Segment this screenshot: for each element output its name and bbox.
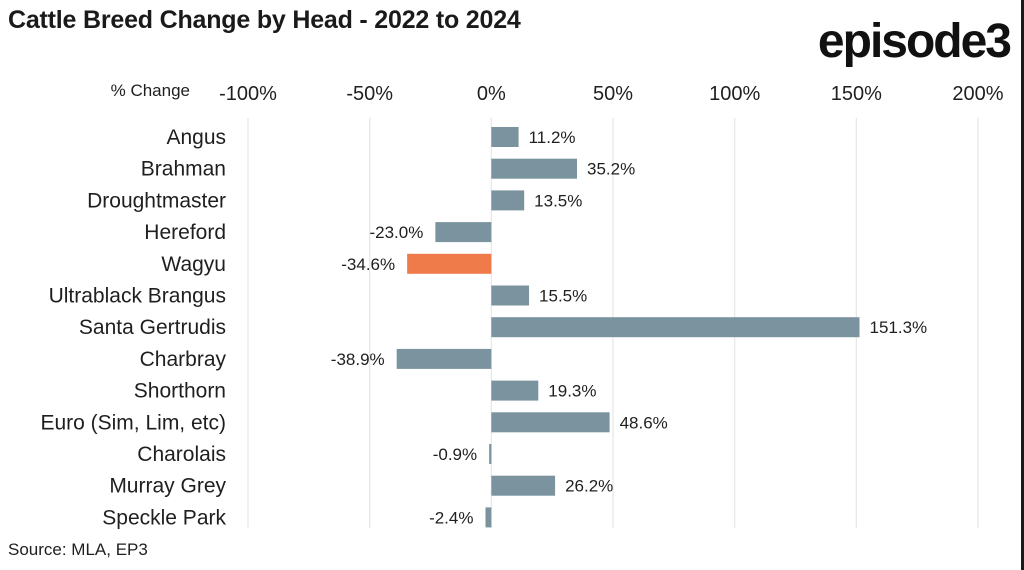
bar: [491, 285, 530, 306]
x-axis-title: % Change: [111, 81, 190, 100]
bar: [491, 190, 525, 211]
x-tick-label: 50%: [593, 83, 633, 105]
bar: [491, 158, 577, 179]
data-label: 15.5%: [539, 287, 587, 306]
category-label: Ultrablack Brangus: [49, 285, 226, 308]
bar: [491, 412, 610, 433]
source-note: Source: MLA, EP3: [8, 540, 148, 559]
data-label: 19.3%: [548, 382, 596, 401]
category-label: Charbray: [140, 348, 227, 371]
bar: [489, 444, 492, 464]
data-label: 48.6%: [620, 413, 668, 432]
brand-logo: episode3: [817, 15, 1012, 68]
data-label: 26.2%: [565, 477, 613, 496]
bar: [485, 507, 492, 528]
category-label: Euro (Sim, Lim, etc): [40, 411, 226, 434]
bar: [396, 348, 492, 369]
bar: [491, 127, 519, 147]
bar: [491, 317, 860, 338]
category-label: Hereford: [144, 221, 226, 244]
x-tick-label: 150%: [831, 83, 882, 105]
x-tick-label: -50%: [346, 83, 393, 105]
bar: [491, 475, 556, 496]
x-tick-label: 0%: [477, 83, 506, 105]
data-label: -0.9%: [433, 445, 477, 464]
category-label: Droughtmaster: [87, 189, 226, 212]
bar: [407, 253, 492, 274]
data-label: -38.9%: [331, 350, 385, 369]
category-label: Shorthorn: [134, 380, 226, 403]
data-label: -34.6%: [341, 255, 395, 274]
data-label: 13.5%: [534, 191, 582, 210]
category-label: Santa Gertrudis: [79, 316, 226, 339]
data-label: 11.2%: [529, 128, 576, 147]
category-label: Charolais: [137, 443, 226, 466]
data-label: 151.3%: [869, 318, 927, 337]
x-tick-label: 100%: [709, 83, 760, 105]
category-label: Murray Grey: [109, 475, 226, 498]
category-label: Angus: [166, 126, 226, 149]
bar: [435, 222, 492, 243]
category-label: Wagyu: [161, 253, 226, 276]
data-label: -23.0%: [369, 223, 423, 242]
chart-title: Cattle Breed Change by Head - 2022 to 20…: [8, 6, 521, 34]
data-label: -2.4%: [429, 508, 473, 527]
category-label: Speckle Park: [102, 506, 226, 529]
bar: [491, 380, 539, 401]
data-label: 35.2%: [587, 160, 635, 179]
x-tick-label: -100%: [219, 83, 277, 105]
category-label: Brahman: [141, 158, 226, 181]
x-tick-label: 200%: [952, 83, 1003, 105]
